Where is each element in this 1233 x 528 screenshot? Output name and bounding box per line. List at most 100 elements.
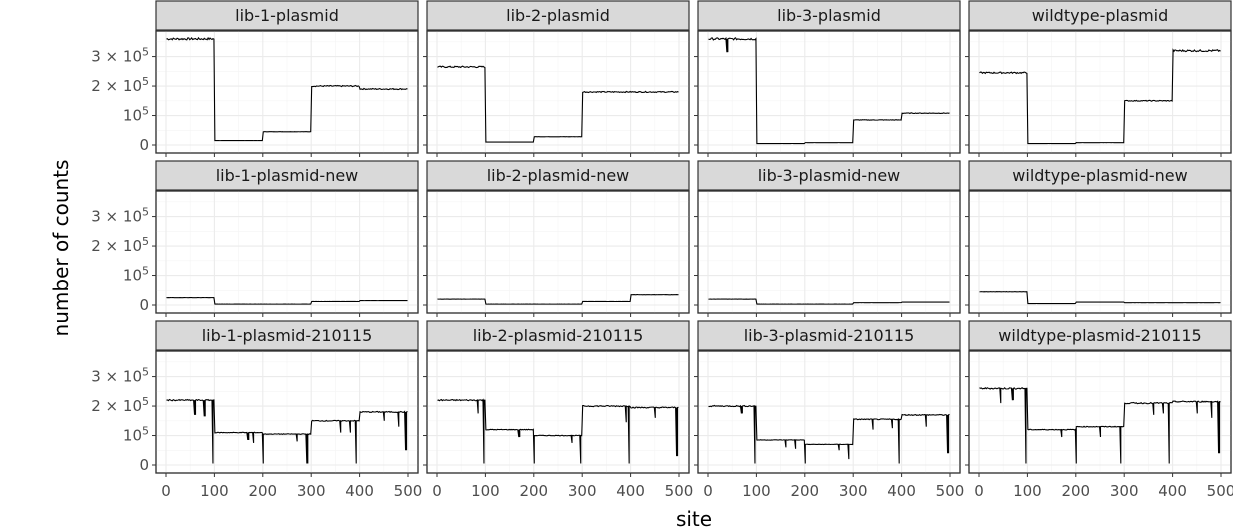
y-tick-label: 105 bbox=[123, 425, 149, 445]
x-tick-label: 500 bbox=[665, 482, 694, 500]
facet-strip bbox=[426, 320, 690, 351]
facet-title: lib-1-plasmid bbox=[235, 6, 339, 25]
facet-panel: lib-2-plasmid bbox=[423, 0, 690, 157]
x-tick-label: 400 bbox=[887, 482, 916, 500]
count-series-line bbox=[437, 294, 679, 305]
facet-panel: lib-3-plasmid-210115 0 100 200 300 400 500 bbox=[694, 320, 965, 500]
facet-panel: lib-2-plasmid-210115 0 100 200 300 400 500 bbox=[423, 320, 694, 500]
minor-gridlines bbox=[698, 351, 960, 473]
facet-strip bbox=[697, 0, 961, 31]
x-tick-label: 200 bbox=[790, 482, 819, 500]
count-series-line bbox=[166, 297, 408, 305]
facet-strip bbox=[968, 0, 1232, 31]
major-gridlines bbox=[156, 191, 418, 313]
minor-gridlines bbox=[698, 31, 960, 153]
x-tick-label: 0 bbox=[974, 482, 984, 500]
count-series-line bbox=[708, 404, 950, 464]
facet-title: lib-2-plasmid-210115 bbox=[473, 326, 644, 345]
minor-gridlines bbox=[156, 191, 418, 313]
facet-panels: lib-1-plasmid 0 105 2 × 105 3 × 105 lib-2-pla… bbox=[91, 0, 1233, 500]
minor-gridlines bbox=[427, 191, 689, 313]
y-tick-label: 2 × 105 bbox=[91, 75, 149, 95]
x-tick-label: 400 bbox=[616, 482, 645, 500]
major-gridlines bbox=[427, 191, 689, 313]
count-series-line bbox=[708, 36, 950, 145]
x-tick-label: 100 bbox=[200, 482, 229, 500]
major-gridlines bbox=[156, 31, 418, 153]
y-tick-label: 0 bbox=[139, 136, 149, 154]
facet-panel: lib-1-plasmid-new 0 105 2 × 105 3 × 105 bbox=[91, 160, 419, 317]
y-tick-label: 0 bbox=[139, 456, 149, 474]
x-tick-label: 100 bbox=[471, 482, 500, 500]
facet-title: lib-2-plasmid-new bbox=[487, 166, 630, 185]
x-tick-label: 300 bbox=[1110, 482, 1139, 500]
x-tick-label: 0 bbox=[432, 482, 442, 500]
x-tick-label: 0 bbox=[161, 482, 171, 500]
y-tick-label: 2 × 105 bbox=[91, 395, 149, 415]
x-tick-label: 100 bbox=[742, 482, 771, 500]
facet-title: wildtype-plasmid-210115 bbox=[998, 326, 1201, 345]
facet-panel: lib-1-plasmid-210115 0 105 2 × 105 3 × 105 0 1… bbox=[91, 320, 423, 500]
minor-gridlines bbox=[969, 191, 1231, 313]
minor-gridlines bbox=[427, 351, 689, 473]
y-tick-label: 2 × 105 bbox=[91, 235, 149, 255]
facet-strip bbox=[155, 160, 419, 191]
facet-panel: wildtype-plasmid bbox=[965, 0, 1232, 157]
facet-strip bbox=[697, 160, 961, 191]
facet-title: lib-1-plasmid-new bbox=[216, 166, 359, 185]
facet-title: wildtype-plasmid-new bbox=[1012, 166, 1187, 185]
count-series-line bbox=[979, 48, 1221, 145]
x-tick-label: 100 bbox=[1013, 482, 1042, 500]
facet-panel: lib-1-plasmid 0 105 2 × 105 3 × 105 bbox=[91, 0, 419, 157]
facet-title: lib-1-plasmid-210115 bbox=[202, 326, 373, 345]
facet-strip bbox=[155, 320, 419, 351]
facet-title: lib-2-plasmid bbox=[506, 6, 610, 25]
count-series-line bbox=[708, 298, 950, 305]
minor-gridlines bbox=[698, 191, 960, 313]
major-gridlines bbox=[427, 351, 689, 473]
x-tick-label: 500 bbox=[936, 482, 965, 500]
y-tick-label: 105 bbox=[123, 265, 149, 285]
facet-panel: lib-3-plasmid bbox=[694, 0, 961, 157]
facet-panel: wildtype-plasmid-210115 0 100 200 300 400 500 bbox=[965, 320, 1233, 500]
facet-panel: lib-3-plasmid-new bbox=[694, 160, 961, 317]
x-tick-label: 300 bbox=[297, 482, 326, 500]
x-tick-label: 200 bbox=[248, 482, 277, 500]
y-tick-label: 3 × 105 bbox=[91, 46, 149, 66]
x-tick-label: 0 bbox=[703, 482, 713, 500]
count-series-line bbox=[979, 386, 1221, 464]
x-tick-label: 300 bbox=[568, 482, 597, 500]
x-tick-label: 300 bbox=[839, 482, 868, 500]
x-tick-label: 200 bbox=[519, 482, 548, 500]
y-tick-label: 105 bbox=[123, 105, 149, 125]
count-series-line bbox=[166, 36, 408, 142]
facet-title: lib-3-plasmid-210115 bbox=[744, 326, 915, 345]
facet-strip bbox=[426, 160, 690, 191]
y-tick-label: 0 bbox=[139, 296, 149, 314]
facet-panel: lib-2-plasmid-new bbox=[423, 160, 690, 317]
facet-panel: wildtype-plasmid-new bbox=[965, 160, 1232, 317]
x-tick-label: 500 bbox=[394, 482, 423, 500]
x-tick-label: 500 bbox=[1207, 482, 1233, 500]
x-tick-label: 200 bbox=[1061, 482, 1090, 500]
y-axis-title: number of counts bbox=[49, 160, 73, 337]
major-gridlines bbox=[156, 351, 418, 473]
facet-strip bbox=[155, 0, 419, 31]
facet-title: lib-3-plasmid-new bbox=[758, 166, 901, 185]
facet-title: wildtype-plasmid bbox=[1032, 6, 1169, 25]
minor-gridlines bbox=[156, 351, 418, 473]
major-gridlines bbox=[698, 31, 960, 153]
x-axis-title: site bbox=[676, 507, 712, 528]
count-series-line bbox=[437, 65, 679, 143]
major-gridlines bbox=[698, 191, 960, 313]
minor-gridlines bbox=[156, 31, 418, 153]
x-tick-label: 400 bbox=[1158, 482, 1187, 500]
count-series-line bbox=[437, 398, 679, 464]
count-series-line bbox=[166, 398, 408, 464]
y-tick-label: 3 × 105 bbox=[91, 366, 149, 386]
y-tick-label: 3 × 105 bbox=[91, 206, 149, 226]
facet-strip bbox=[968, 160, 1232, 191]
x-tick-label: 400 bbox=[345, 482, 374, 500]
facet-strip bbox=[697, 320, 961, 351]
